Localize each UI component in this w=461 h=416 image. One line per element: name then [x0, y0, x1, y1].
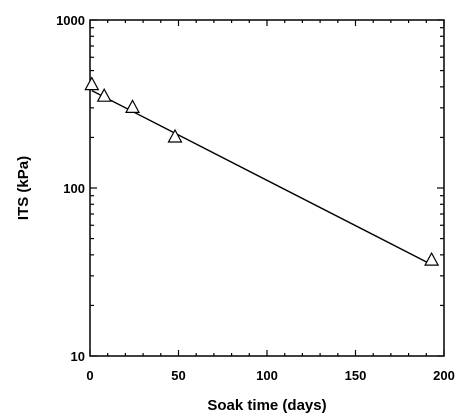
x-axis-title: Soak time (days) — [207, 397, 326, 414]
y-tick-label: 1000 — [56, 13, 85, 28]
data-point-triangle — [424, 251, 440, 266]
x-tick-label: 150 — [345, 368, 367, 383]
data-point-triangle — [96, 87, 112, 102]
y-tick-label: 100 — [63, 181, 85, 196]
y-axis-title: ITS (kPa) — [15, 156, 32, 220]
x-tick-label: 200 — [433, 368, 455, 383]
data-point-triangle — [124, 99, 141, 114]
trend-line — [91, 89, 432, 266]
tick-marks — [89, 19, 445, 357]
x-tick-label: 50 — [171, 368, 185, 383]
data-markers — [84, 76, 440, 266]
x-tick-label: 100 — [256, 368, 278, 383]
x-tick-label: 0 — [86, 368, 93, 383]
plot-frame — [89, 19, 445, 357]
y-tick-label: 10 — [71, 349, 85, 364]
data-point-triangle — [167, 128, 183, 143]
tick-labels: 0 50 100 150 200 10 100 1000 — [56, 13, 455, 383]
data-point-triangle — [84, 76, 100, 91]
